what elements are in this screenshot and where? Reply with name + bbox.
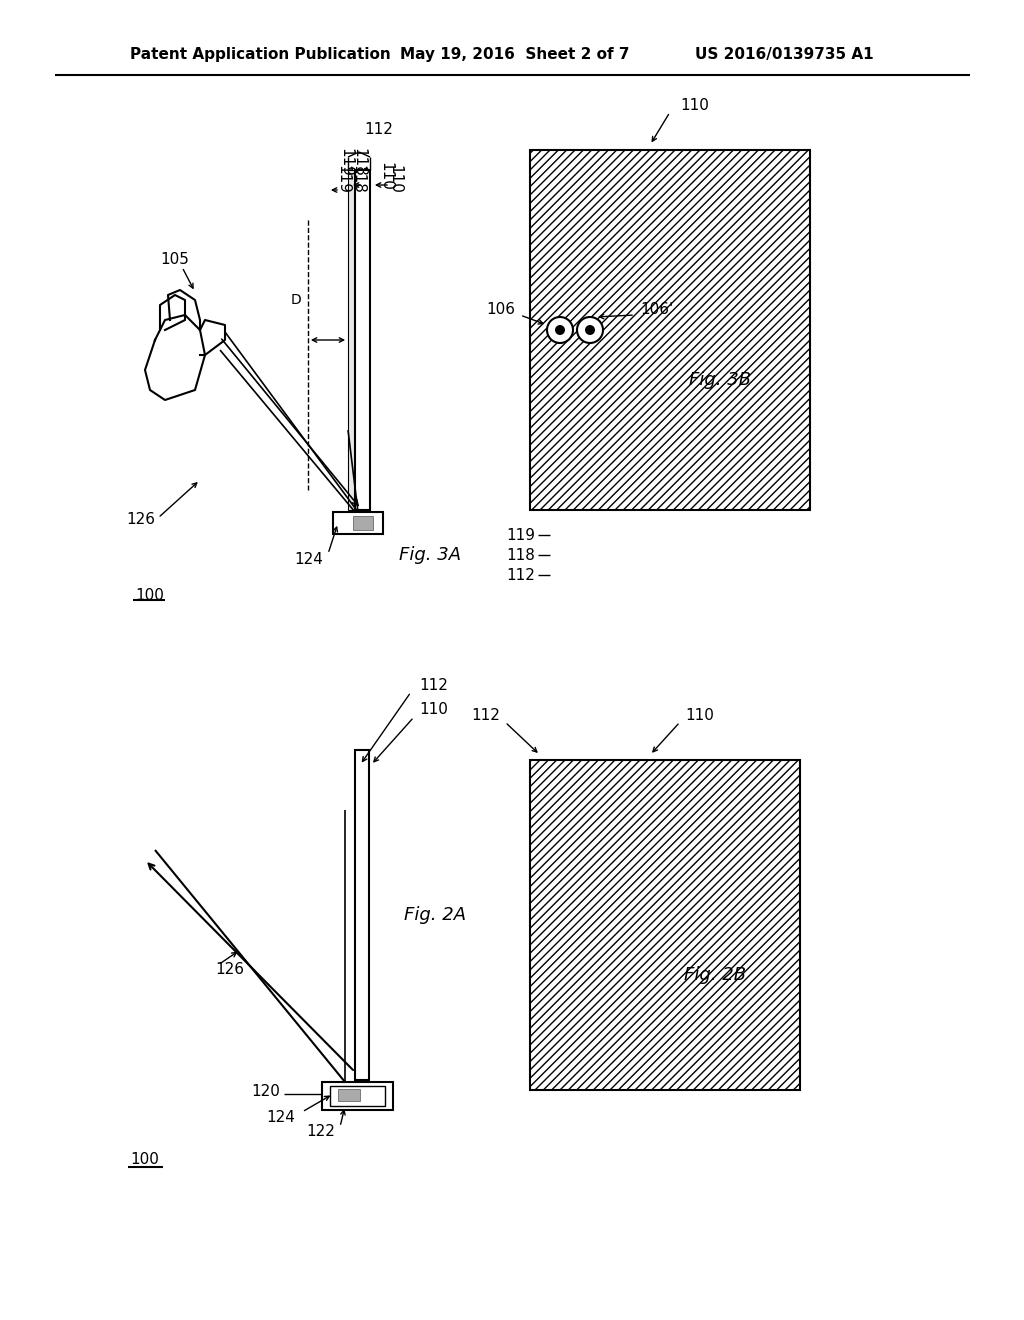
Text: 110: 110 (387, 165, 402, 194)
Bar (348, 170, 355, 510)
Circle shape (555, 325, 565, 335)
Text: 110: 110 (419, 702, 447, 718)
Text: 110: 110 (378, 162, 393, 191)
Bar (333, 512, 383, 535)
Text: D: D (291, 293, 301, 308)
Text: 112: 112 (506, 568, 535, 582)
Text: Fig. 3A: Fig. 3A (399, 546, 461, 564)
Text: Fig. 2B: Fig. 2B (684, 966, 746, 983)
Polygon shape (145, 315, 205, 400)
Text: 112: 112 (419, 677, 447, 693)
Bar (353, 516, 373, 531)
Circle shape (547, 317, 573, 343)
Text: 124: 124 (266, 1110, 295, 1125)
Text: 118: 118 (506, 548, 535, 562)
Text: 112: 112 (471, 708, 500, 722)
Text: 112: 112 (364, 123, 393, 137)
Polygon shape (160, 294, 185, 330)
Bar (355, 170, 370, 510)
Text: US 2016/0139735 A1: US 2016/0139735 A1 (695, 48, 873, 62)
Text: 126: 126 (126, 512, 155, 528)
Text: 118: 118 (350, 165, 366, 194)
Bar (330, 1086, 385, 1106)
Text: Fig. 3B: Fig. 3B (689, 371, 751, 389)
Text: 126: 126 (215, 962, 244, 978)
Text: 119: 119 (336, 165, 350, 194)
Text: 110: 110 (685, 708, 714, 722)
Text: 100: 100 (135, 587, 164, 602)
Text: Patent Application Publication: Patent Application Publication (130, 48, 391, 62)
Text: 119: 119 (506, 528, 535, 543)
Text: May 19, 2016  Sheet 2 of 7: May 19, 2016 Sheet 2 of 7 (400, 48, 630, 62)
Text: 118: 118 (351, 148, 367, 177)
Circle shape (577, 317, 603, 343)
Bar (530, 150, 810, 510)
Bar (355, 750, 369, 1080)
Text: 120: 120 (251, 1085, 280, 1100)
Text: 124: 124 (294, 552, 323, 566)
Bar (322, 1082, 393, 1110)
Text: 100: 100 (130, 1152, 159, 1167)
Text: 110: 110 (680, 98, 709, 112)
Text: Fig. 2A: Fig. 2A (403, 906, 466, 924)
Text: 106: 106 (486, 302, 515, 318)
Bar (338, 1089, 360, 1101)
Text: 119: 119 (338, 148, 353, 177)
Polygon shape (200, 319, 225, 355)
Text: 122: 122 (306, 1125, 335, 1139)
Bar (530, 760, 800, 1090)
Text: 106': 106' (640, 302, 673, 318)
Circle shape (585, 325, 595, 335)
Text: 105: 105 (161, 252, 189, 268)
